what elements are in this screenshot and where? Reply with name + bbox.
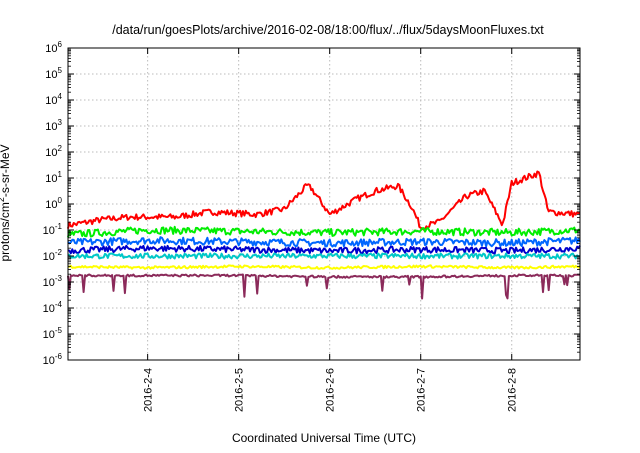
y-tick-label-exponent: 5 [58,66,63,75]
y-tick-label: 104 [45,92,62,107]
y-tick-label: 106 [45,40,62,55]
y-tick-label-exponent: 3 [58,118,63,127]
y-axis-label: protons/cm2-s-sr-MeV [0,144,12,261]
axis-layer [67,47,581,361]
y-tick-label: 10-3 [43,274,63,289]
y-tick-label-base: 10 [43,225,55,237]
y-tick-label: 10-5 [43,326,63,341]
series-line-6 [67,264,581,270]
series-line-7 [67,273,581,300]
y-tick-label-exponent: -3 [55,274,63,283]
y-tick-label-exponent: -6 [55,352,63,361]
y-axis-label-sup: 2 [0,197,6,202]
series-layer [67,170,581,300]
y-tick-label-base: 10 [45,121,57,133]
x-tick-label: 2016-2-5 [234,368,246,412]
y-tick-label-base: 10 [45,147,57,159]
y-tick-label-base: 10 [43,251,55,263]
x-axis-label: Coordinated Universal Time (UTC) [232,431,416,445]
tick-label-layer: 10610510410310210110010-110-210-310-410-… [43,40,519,412]
x-tick-label: 2016-2-6 [325,368,337,412]
y-tick-label: 10-1 [43,222,63,237]
y-tick-label-exponent: 6 [58,40,63,49]
y-tick-label-base: 10 [45,199,57,211]
y-tick-label-base: 10 [43,277,55,289]
x-tick-label: 2016-2-4 [143,368,155,412]
y-tick-label-base: 10 [43,329,55,341]
y-tick-label-base: 10 [45,173,57,185]
y-tick-label-exponent: -5 [55,326,63,335]
y-tick-label: 10-2 [43,248,63,263]
y-tick-label-exponent: 1 [58,170,63,179]
y-tick-label-exponent: -2 [55,248,63,257]
y-tick-label: 102 [45,144,62,159]
series-line-2 [67,225,581,238]
y-tick-label-exponent: 2 [58,144,63,153]
y-tick-label-base: 10 [45,95,57,107]
series-line-4 [67,244,581,255]
y-axis-label-prefix: protons/cm [0,202,12,261]
y-tick-label-base: 10 [45,69,57,81]
x-tick-label: 2016-2-8 [507,368,519,412]
chart-title: /data/run/goesPlots/archive/2016-02-08/1… [112,23,544,37]
y-tick-label: 10-4 [43,300,63,315]
x-tick-label: 2016-2-7 [416,368,428,412]
y-tick-label: 100 [45,196,62,211]
series-line-1 [67,170,581,231]
plot-frame [67,47,581,361]
y-tick-label: 103 [45,118,62,133]
series-line-3 [67,236,581,248]
y-tick-label-exponent: -1 [55,222,63,231]
y-tick-label: 10-6 [43,352,63,367]
y-axis-label-suffix: -s-sr-MeV [0,144,12,197]
series-line-5 [67,252,581,260]
y-tick-label-exponent: 4 [58,92,63,101]
y-tick-label-exponent: 0 [58,196,63,205]
y-tick-label-base: 10 [45,43,57,55]
y-tick-label: 101 [45,170,62,185]
y-tick-label-exponent: -4 [55,300,63,309]
y-tick-label-base: 10 [43,355,55,367]
y-tick-label-base: 10 [43,303,55,315]
y-tick-label: 105 [45,66,62,81]
